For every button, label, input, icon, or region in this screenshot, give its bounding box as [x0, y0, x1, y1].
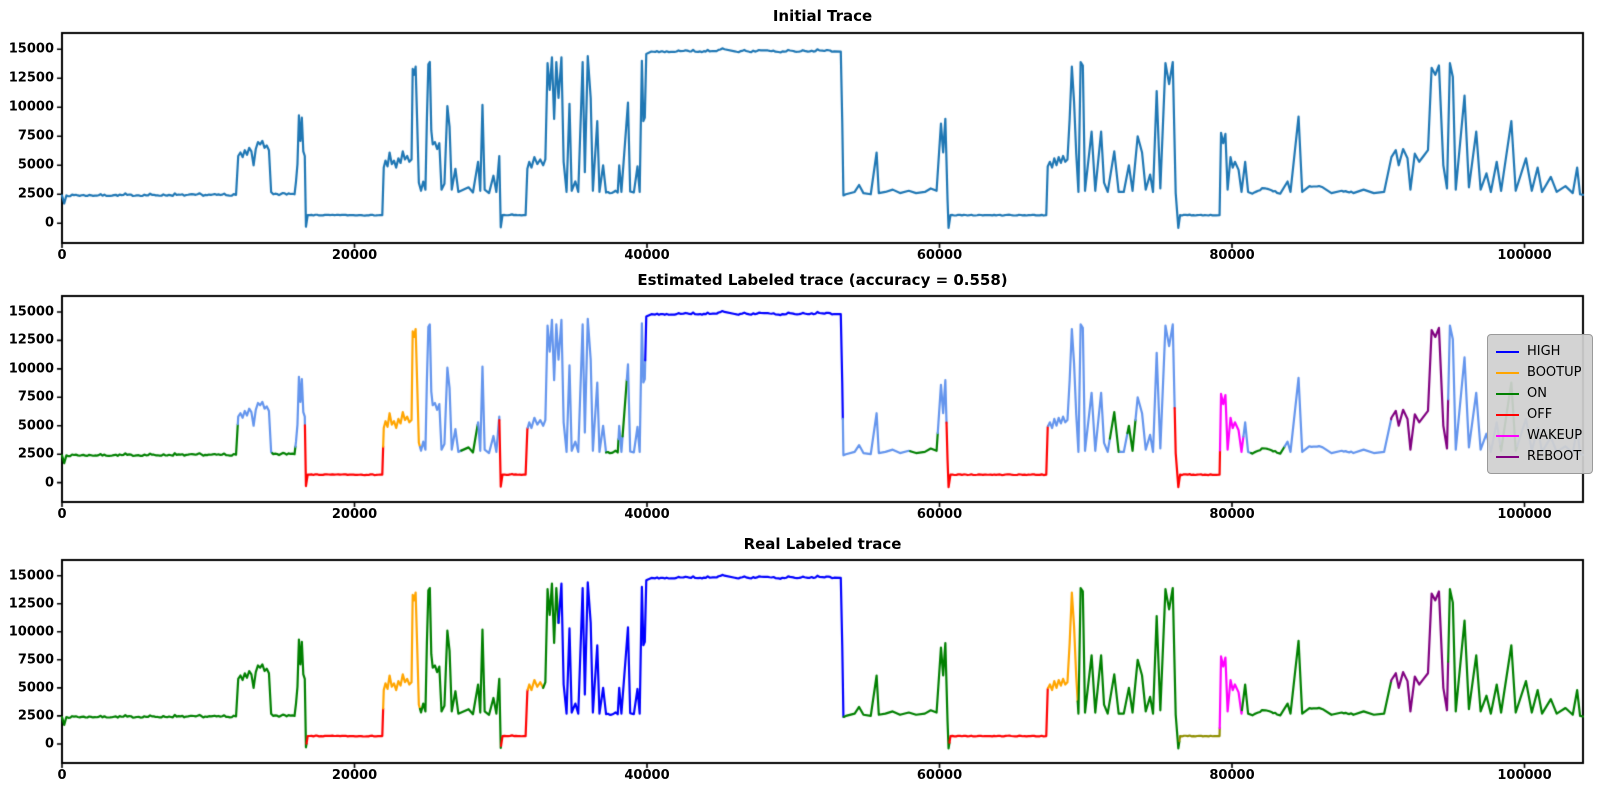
x-tick-label: 100000: [1497, 248, 1552, 263]
x-tick-label: 20000: [331, 248, 378, 263]
plot2-title: Estimated Labeled trace (accuracy = 0.55…: [637, 271, 1008, 289]
legend-line-sample: [1496, 392, 1519, 395]
legend-line-sample: [1496, 371, 1519, 374]
legend-entry: ON: [1496, 383, 1584, 404]
legend-entry: BOOTUP: [1496, 362, 1584, 383]
y-tick-label: 10000: [8, 624, 54, 640]
y-tick-label: 10000: [8, 99, 54, 115]
x-tick-label: 40000: [624, 248, 670, 263]
x-tick-label: 60000: [916, 768, 963, 783]
x-tick-label: 40000: [624, 768, 670, 783]
x-tick-label: 100000: [1497, 768, 1552, 783]
legend-line-sample: [1496, 413, 1519, 416]
x-tick-label: 0: [57, 248, 67, 263]
legend-entry: WAKEUP: [1496, 425, 1584, 446]
y-tick-label: 15000: [8, 41, 54, 57]
legend-label: ON: [1527, 386, 1547, 401]
y-tick-label: 10000: [8, 361, 54, 377]
legend-line-sample: [1496, 434, 1519, 437]
y-tick-label: 12500: [8, 70, 54, 86]
y-tick-label: 12500: [8, 332, 54, 348]
y-tick-label: 5000: [17, 157, 54, 173]
legend-label: BOOTUP: [1527, 365, 1582, 380]
x-tick-label: 20000: [331, 507, 378, 522]
y-tick-label: 15000: [8, 568, 54, 584]
y-tick-label: 0: [44, 215, 54, 231]
legend-line-sample: [1496, 455, 1519, 458]
legend-label: WAKEUP: [1527, 428, 1583, 443]
legend-entry: HIGH: [1496, 341, 1584, 362]
x-tick-label: 80000: [1209, 507, 1255, 522]
x-tick-label: 60000: [916, 248, 963, 263]
x-tick-label: 80000: [1209, 248, 1255, 263]
y-tick-label: 2500: [17, 446, 54, 462]
y-tick-label: 7500: [17, 128, 54, 144]
y-tick-label: 2500: [17, 708, 54, 724]
x-tick-label: 0: [57, 507, 67, 522]
y-tick-label: 7500: [17, 389, 54, 405]
x-tick-label: 80000: [1209, 768, 1255, 783]
legend-label: HIGH: [1527, 344, 1561, 359]
x-tick-label: 20000: [331, 768, 378, 783]
x-tick-label: 60000: [916, 507, 963, 522]
y-tick-label: 2500: [17, 186, 54, 202]
x-tick-label: 100000: [1497, 507, 1552, 522]
y-tick-label: 5000: [17, 680, 54, 696]
y-tick-label: 7500: [17, 652, 54, 668]
plot3-title: Real Labeled trace: [743, 535, 902, 553]
y-tick-label: 15000: [8, 304, 54, 320]
legend-label: OFF: [1527, 407, 1553, 422]
y-tick-label: 5000: [17, 418, 54, 434]
legend-entry: OFF: [1496, 404, 1584, 425]
legend: HIGH BOOTUP ON OFF WAKEUP REBOOT: [1487, 334, 1593, 474]
y-tick-label: 12500: [8, 596, 54, 612]
y-tick-label: 0: [44, 475, 54, 491]
legend-entry: REBOOT: [1496, 446, 1584, 467]
legend-line-sample: [1496, 350, 1519, 353]
legend-label: REBOOT: [1527, 449, 1582, 464]
x-tick-label: 40000: [624, 507, 670, 522]
x-tick-label: 0: [57, 768, 67, 783]
y-tick-label: 0: [44, 736, 54, 752]
plot1-title: Initial Trace: [772, 7, 873, 25]
